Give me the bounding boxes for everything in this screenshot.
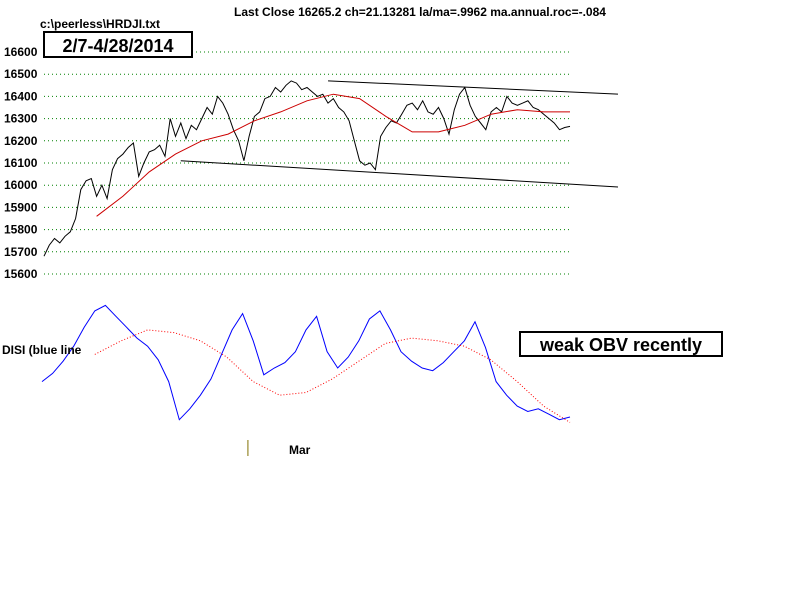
obv-note-box xyxy=(519,331,723,357)
y-tick-label: 16200 xyxy=(4,134,38,148)
y-tick-label: 16500 xyxy=(4,67,38,81)
price-moving-average-line xyxy=(96,93,570,217)
file-path-label: c:\peerless\HRDJI.txt xyxy=(40,17,160,31)
price-line xyxy=(43,80,571,257)
y-tick-label: 16000 xyxy=(4,178,38,192)
y-tick-label: 15700 xyxy=(4,245,38,259)
disi-label: DISI (blue line xyxy=(2,343,82,357)
y-tick-label: 16300 xyxy=(4,112,38,126)
y-tick-label: 16400 xyxy=(4,89,38,103)
date-range-label: 2/7-4/28/2014 xyxy=(62,36,173,56)
price-panel xyxy=(43,80,619,257)
y-tick-label: 15900 xyxy=(4,200,38,214)
chart-title: Last Close 16265.2 ch=21.13281 la/ma=.99… xyxy=(234,5,606,19)
disi-line xyxy=(41,304,571,421)
y-tick-label: 15600 xyxy=(4,267,38,281)
disi-moving-average-line xyxy=(94,329,571,423)
y-tick-label: 15800 xyxy=(4,223,38,237)
y-tick-label: 16600 xyxy=(4,45,38,59)
month-label: Mar xyxy=(289,443,311,457)
y-tick-label: 16100 xyxy=(4,156,38,170)
obv-note-label: weak OBV recently xyxy=(539,335,702,355)
date-range-box xyxy=(43,31,193,58)
grid-layer xyxy=(44,51,570,275)
disi-panel xyxy=(41,304,571,423)
trendline xyxy=(180,160,619,188)
trendline xyxy=(328,80,619,95)
y-axis-tick-labels: 15600 15700 15800 15900 16000 16100 16200 16300… xyxy=(4,45,38,281)
